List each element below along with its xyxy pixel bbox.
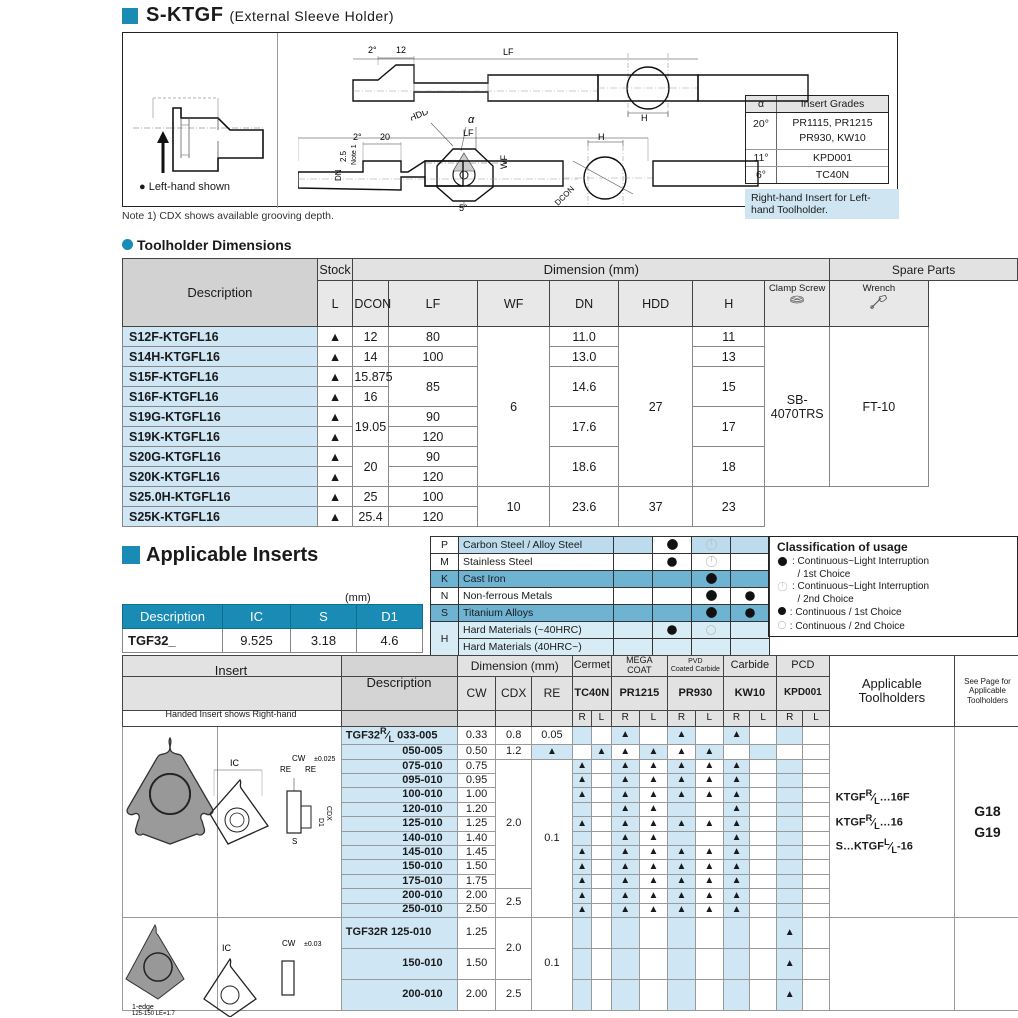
svg-text:12: 12 xyxy=(396,45,406,55)
svg-text:Note 1: Note 1 xyxy=(351,144,358,165)
svg-text:H: H xyxy=(641,113,648,123)
svg-text:DN: DN xyxy=(334,169,343,181)
svg-text:DCON: DCON xyxy=(553,184,576,207)
svg-text:LF: LF xyxy=(503,47,514,57)
svg-text:2.5: 2.5 xyxy=(339,150,348,162)
svg-text:LF: LF xyxy=(463,128,474,138)
svg-text:2°: 2° xyxy=(368,45,377,55)
svg-text:H: H xyxy=(598,132,605,142)
svg-text:20: 20 xyxy=(380,132,390,142)
svg-text:2°: 2° xyxy=(353,132,362,142)
svg-text:125-150 LE=1.7: 125-150 LE=1.7 xyxy=(132,1011,176,1017)
